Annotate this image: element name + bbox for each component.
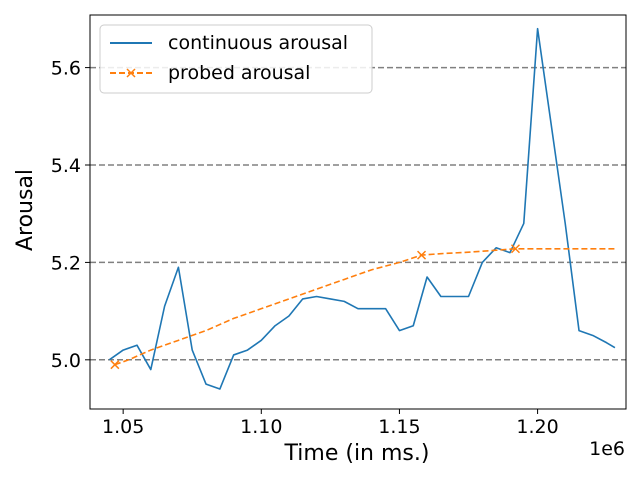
legend-label-probed: probed arousal <box>168 62 310 84</box>
x-tick-label: 1.20 <box>516 416 558 438</box>
y-tick-label: 5.2 <box>51 252 81 274</box>
probed-arousal-point <box>110 360 120 370</box>
probed-arousal-point <box>510 244 521 254</box>
axis-ticks: 5.0 5.2 5.4 5.6 1.05 1.10 1.15 1.20 <box>51 58 559 438</box>
series-line-continuous-arousal <box>108 27 616 390</box>
gridlines <box>90 66 626 361</box>
series-line-probed-arousal <box>114 247 615 366</box>
legend-box <box>99 24 373 94</box>
x-tick-label: 1.10 <box>240 416 282 438</box>
x-tick-label: 1.05 <box>102 416 144 438</box>
y-tick-label: 5.0 <box>51 350 81 372</box>
plot-series <box>108 27 616 390</box>
legend-label-continuous: continuous arousal <box>168 32 348 54</box>
x-offset-label: 1e6 <box>589 438 625 460</box>
y-tick-label: 5.6 <box>51 58 81 80</box>
x-tick-label: 1.15 <box>378 416 420 438</box>
x-axis-label: Time (in ms.) <box>284 441 430 466</box>
y-tick-label: 5.4 <box>51 155 81 177</box>
legend-marker-probed <box>126 68 136 78</box>
legend: continuous arousal probed arousal <box>99 24 373 94</box>
y-axis-label: Arousal <box>13 169 38 251</box>
probed-arousal-point <box>417 250 427 260</box>
plot-frame <box>89 14 627 410</box>
